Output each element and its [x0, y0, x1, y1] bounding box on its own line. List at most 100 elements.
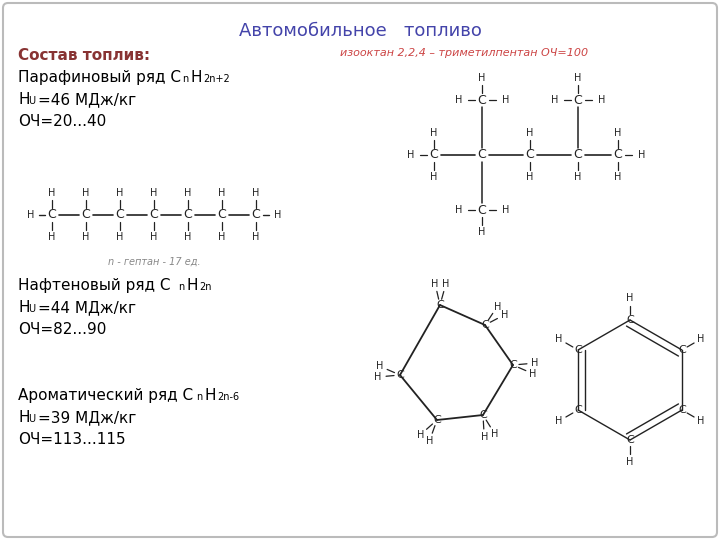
- Text: C: C: [613, 148, 622, 161]
- Text: H: H: [218, 232, 225, 242]
- Text: C: C: [433, 415, 441, 425]
- Text: C: C: [626, 435, 634, 445]
- Text: n - гептан - 17 ед.: n - гептан - 17 ед.: [108, 257, 200, 267]
- Text: 2n+2: 2n+2: [203, 74, 230, 84]
- Text: ОЧ=20...40: ОЧ=20...40: [18, 114, 107, 129]
- Text: H: H: [18, 300, 30, 315]
- Text: H: H: [218, 188, 225, 198]
- Text: C: C: [430, 148, 438, 161]
- Text: H: H: [18, 410, 30, 425]
- Text: H: H: [531, 358, 539, 368]
- Text: H: H: [491, 429, 498, 438]
- Text: C: C: [251, 208, 261, 221]
- Text: H: H: [431, 128, 438, 138]
- Text: H: H: [614, 172, 621, 182]
- Text: Парафиновый ряд C: Парафиновый ряд C: [18, 70, 181, 85]
- Text: C: C: [574, 148, 582, 161]
- Text: H: H: [274, 210, 282, 220]
- Text: H: H: [205, 388, 217, 403]
- Text: H: H: [184, 188, 192, 198]
- Text: H: H: [598, 95, 606, 105]
- Text: n: n: [182, 74, 188, 84]
- Text: C: C: [116, 208, 125, 221]
- Text: H: H: [626, 457, 634, 467]
- Text: C: C: [678, 345, 686, 355]
- Text: H: H: [426, 436, 433, 446]
- Text: H: H: [454, 95, 462, 105]
- Text: H: H: [526, 128, 534, 138]
- Text: H: H: [82, 188, 90, 198]
- Text: C: C: [526, 148, 534, 161]
- Text: C: C: [626, 315, 634, 325]
- Text: C: C: [574, 93, 582, 106]
- Text: H: H: [27, 210, 34, 220]
- Text: n: n: [178, 282, 184, 292]
- Text: Ароматический ряд C: Ароматический ряд C: [18, 388, 193, 403]
- Text: H: H: [376, 361, 384, 371]
- Text: Состав топлив:: Состав топлив:: [18, 48, 150, 63]
- Text: C: C: [48, 208, 56, 221]
- Text: H: H: [555, 416, 562, 426]
- Text: H: H: [529, 369, 537, 379]
- Text: H: H: [526, 172, 534, 182]
- Text: H: H: [117, 188, 124, 198]
- Text: =39 МДж/кг: =39 МДж/кг: [38, 410, 136, 425]
- Text: H: H: [150, 232, 158, 242]
- Text: C: C: [479, 410, 487, 420]
- Text: H: H: [150, 188, 158, 198]
- Text: H: H: [417, 430, 424, 440]
- Text: H: H: [18, 92, 30, 107]
- Text: C: C: [477, 204, 487, 217]
- Text: H: H: [454, 205, 462, 215]
- Text: изооктан 2,2,4 – триметилпентан ОЧ=100: изооктан 2,2,4 – триметилпентан ОЧ=100: [340, 48, 588, 58]
- Text: =46 МДж/кг: =46 МДж/кг: [38, 92, 136, 107]
- Text: H: H: [638, 150, 645, 160]
- Text: C: C: [150, 208, 158, 221]
- Text: U: U: [28, 96, 35, 106]
- Text: H: H: [48, 232, 55, 242]
- Text: H: H: [626, 293, 634, 303]
- Text: H: H: [117, 232, 124, 242]
- Text: H: H: [478, 73, 486, 83]
- Text: H: H: [555, 334, 562, 344]
- Text: H: H: [374, 372, 382, 382]
- Text: H: H: [698, 416, 705, 426]
- FancyBboxPatch shape: [3, 3, 717, 537]
- Text: H: H: [431, 172, 438, 182]
- Text: ОЧ=82...90: ОЧ=82...90: [18, 322, 107, 337]
- Text: H: H: [82, 232, 90, 242]
- Text: H: H: [48, 188, 55, 198]
- Text: H: H: [252, 232, 260, 242]
- Text: H: H: [698, 334, 705, 344]
- Text: C: C: [678, 405, 686, 415]
- Text: 2n: 2n: [199, 282, 212, 292]
- Text: H: H: [252, 188, 260, 198]
- Text: C: C: [81, 208, 91, 221]
- Text: H: H: [431, 279, 438, 288]
- Text: H: H: [478, 227, 486, 237]
- Text: C: C: [436, 300, 444, 310]
- Text: H: H: [502, 95, 509, 105]
- Text: H: H: [191, 70, 202, 85]
- Text: ОЧ=113...115: ОЧ=113...115: [18, 432, 125, 447]
- Text: C: C: [481, 320, 489, 330]
- Text: H: H: [575, 73, 582, 83]
- Text: H: H: [407, 150, 414, 160]
- Text: H: H: [614, 128, 621, 138]
- Text: Автомобильное   топливо: Автомобильное топливо: [238, 22, 482, 40]
- Text: C: C: [184, 208, 192, 221]
- Text: C: C: [477, 93, 487, 106]
- Text: =44 МДж/кг: =44 МДж/кг: [38, 300, 136, 315]
- Text: C: C: [509, 360, 517, 370]
- Text: H: H: [184, 232, 192, 242]
- Text: n: n: [196, 392, 202, 402]
- Text: H: H: [502, 205, 509, 215]
- Text: C: C: [477, 148, 487, 161]
- Text: C: C: [396, 370, 404, 380]
- Text: H: H: [187, 278, 199, 293]
- Text: Нафтеновый ряд C: Нафтеновый ряд C: [18, 278, 171, 293]
- Text: H: H: [551, 95, 558, 105]
- Text: H: H: [480, 432, 488, 442]
- Text: H: H: [575, 172, 582, 182]
- Text: H: H: [493, 302, 501, 312]
